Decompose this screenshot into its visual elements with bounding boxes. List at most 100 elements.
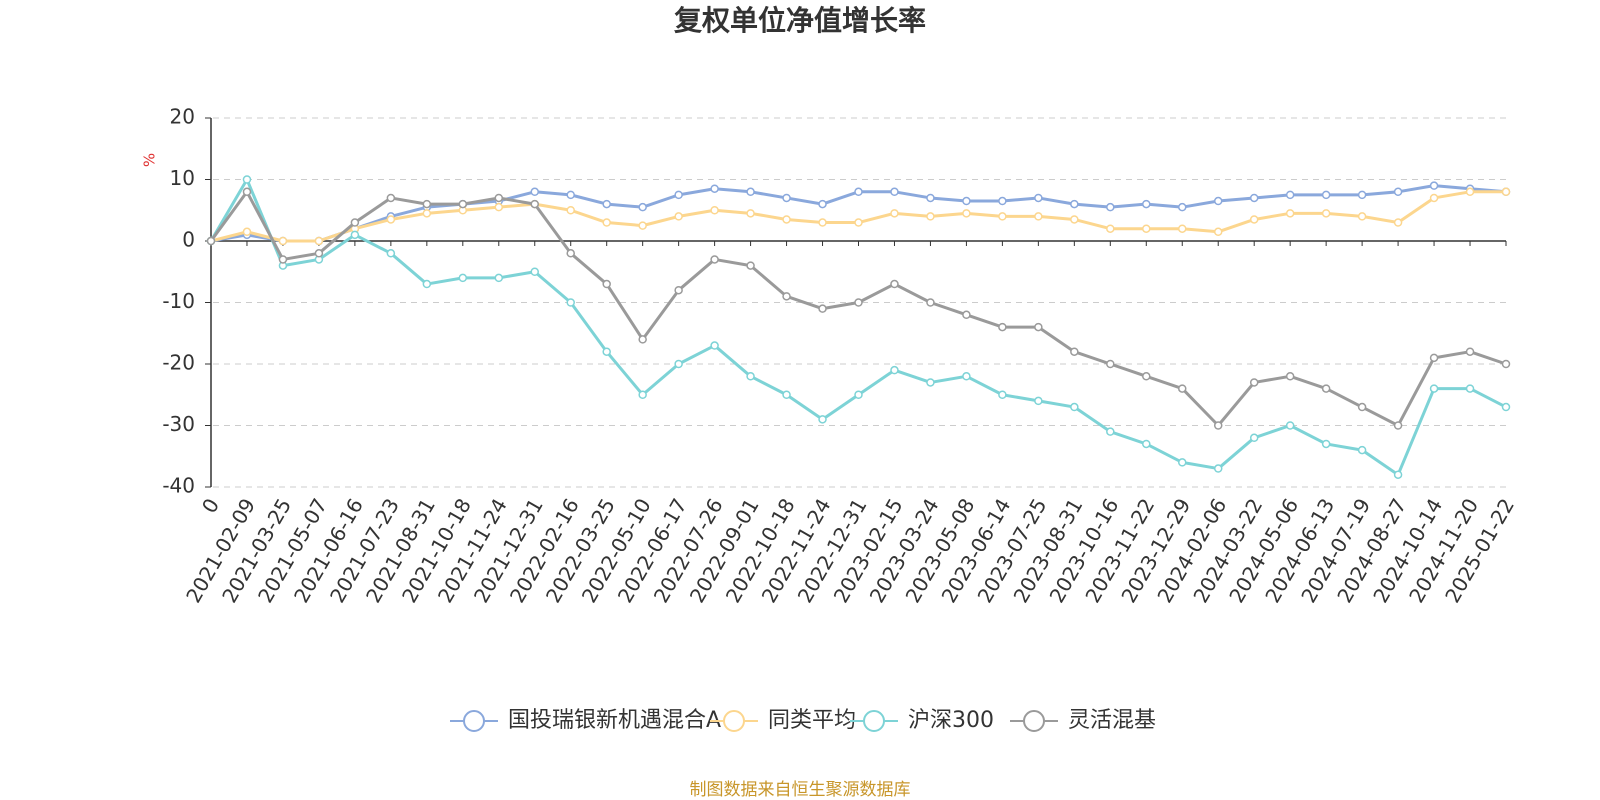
data-point [1393, 421, 1403, 430]
data-point [1465, 187, 1475, 197]
data-point [1501, 359, 1511, 369]
data-point [350, 218, 360, 227]
legend-marker [463, 710, 485, 732]
data-point [998, 212, 1007, 221]
data-point [1213, 421, 1223, 430]
data-point [1034, 212, 1043, 221]
data-point [1142, 199, 1151, 209]
data-point [278, 236, 288, 246]
data-point [854, 218, 863, 227]
data-point [710, 341, 719, 350]
data-point [926, 378, 935, 387]
data-point [1429, 384, 1439, 393]
data-point [854, 298, 863, 307]
data-point [782, 390, 791, 399]
data-point [1142, 372, 1151, 381]
data-point [818, 199, 827, 209]
data-point [1249, 215, 1259, 224]
data-point [1465, 384, 1475, 393]
data-point [1106, 427, 1115, 436]
data-point [638, 202, 647, 212]
data-point [314, 236, 324, 246]
data-point [1034, 396, 1043, 406]
data-point [1249, 433, 1259, 443]
data-point [638, 335, 647, 344]
data-point [386, 215, 396, 224]
data-point [1393, 187, 1403, 197]
data-point [1070, 347, 1079, 356]
data-point [926, 298, 935, 307]
data-point [350, 230, 360, 240]
data-point [386, 193, 396, 203]
data-point [1321, 384, 1331, 393]
data-point [530, 199, 539, 209]
data-point [530, 267, 539, 276]
data-point [242, 175, 252, 184]
data-point [1178, 384, 1187, 393]
data-point [1501, 187, 1511, 197]
data-point [1285, 190, 1295, 200]
data-point [1393, 218, 1403, 227]
data-point [1393, 470, 1403, 479]
y-tick-label: 20 [170, 105, 195, 129]
data-point [242, 187, 252, 197]
data-point [530, 187, 539, 197]
data-point [1106, 224, 1115, 233]
data-point [1429, 193, 1439, 203]
legend-label: 灵活混基 [1068, 708, 1156, 733]
data-point [1285, 209, 1295, 218]
data-point [818, 415, 827, 424]
data-point [1142, 224, 1151, 233]
legend-marker [723, 710, 745, 732]
data-point [602, 279, 611, 289]
data-point [746, 209, 755, 218]
legend-marker [863, 710, 885, 732]
data-point [386, 249, 396, 258]
data-point [998, 322, 1007, 332]
data-point [566, 206, 575, 215]
data-point [1357, 212, 1367, 221]
data-point [1249, 378, 1259, 387]
data-point [1106, 359, 1115, 369]
data-point [278, 255, 288, 264]
data-point [422, 199, 432, 209]
data-point [962, 209, 971, 218]
data-point [242, 227, 252, 237]
data-point [962, 372, 971, 381]
data-point [1070, 199, 1079, 209]
data-point [998, 196, 1007, 206]
data-point [1178, 224, 1187, 233]
data-point [926, 212, 935, 221]
data-point [674, 285, 683, 295]
data-point [1034, 322, 1043, 332]
data-point [1465, 347, 1475, 356]
data-point [1501, 402, 1511, 412]
data-point [674, 190, 683, 200]
y-tick-label: -40 [162, 474, 195, 498]
data-point [566, 249, 575, 258]
data-point [494, 273, 504, 283]
data-point [746, 372, 755, 381]
data-point [1142, 439, 1151, 449]
data-point [890, 365, 899, 375]
data-point [962, 310, 971, 320]
data-point [1106, 202, 1115, 212]
data-point [890, 209, 899, 218]
data-point [1321, 190, 1331, 200]
data-point [314, 249, 324, 258]
y-tick-label: -20 [162, 351, 195, 375]
data-point [1178, 458, 1187, 467]
data-point [782, 215, 791, 224]
data-point [458, 199, 468, 209]
data-point [926, 193, 935, 203]
y-unit: % [141, 153, 159, 167]
y-tick-label: 10 [170, 166, 195, 190]
data-point [602, 218, 611, 227]
source-note: 制图数据来自恒生聚源数据库 [690, 780, 911, 800]
x-tick-label: 0 [197, 494, 224, 517]
data-point [602, 347, 611, 356]
data-point [854, 390, 863, 399]
data-point [1285, 372, 1295, 381]
data-point [206, 236, 216, 246]
